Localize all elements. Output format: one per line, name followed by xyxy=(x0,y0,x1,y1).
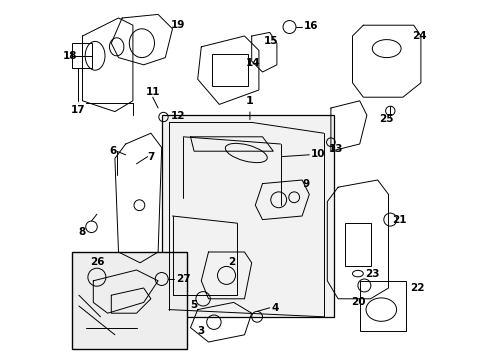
Text: 12: 12 xyxy=(170,111,185,121)
Text: 14: 14 xyxy=(246,58,261,68)
Text: 25: 25 xyxy=(379,114,393,124)
Bar xyxy=(345,223,370,266)
Text: 13: 13 xyxy=(328,144,343,154)
Text: 17: 17 xyxy=(71,105,85,115)
Text: 24: 24 xyxy=(411,31,426,41)
Bar xyxy=(212,54,247,86)
Text: 4: 4 xyxy=(271,303,278,313)
Text: 20: 20 xyxy=(350,297,365,307)
Text: 27: 27 xyxy=(176,274,190,284)
Text: 15: 15 xyxy=(264,36,278,46)
Bar xyxy=(72,43,91,68)
Text: 2: 2 xyxy=(228,257,235,267)
Text: 8: 8 xyxy=(79,227,86,237)
Bar xyxy=(162,115,334,317)
Text: 6: 6 xyxy=(109,146,117,156)
Text: 22: 22 xyxy=(409,283,424,293)
Text: 3: 3 xyxy=(197,326,204,336)
Text: 18: 18 xyxy=(62,51,77,61)
Bar xyxy=(72,252,186,349)
Bar xyxy=(359,281,406,331)
Text: 26: 26 xyxy=(89,257,104,267)
Text: 16: 16 xyxy=(303,21,318,31)
Text: 21: 21 xyxy=(391,215,406,225)
Text: 7: 7 xyxy=(147,152,154,162)
Text: 11: 11 xyxy=(145,87,160,97)
Text: 23: 23 xyxy=(365,269,379,279)
Text: 5: 5 xyxy=(190,300,197,310)
Text: 19: 19 xyxy=(170,20,184,30)
Text: 10: 10 xyxy=(310,149,325,159)
Text: 1: 1 xyxy=(245,96,253,120)
Text: 9: 9 xyxy=(302,179,308,189)
